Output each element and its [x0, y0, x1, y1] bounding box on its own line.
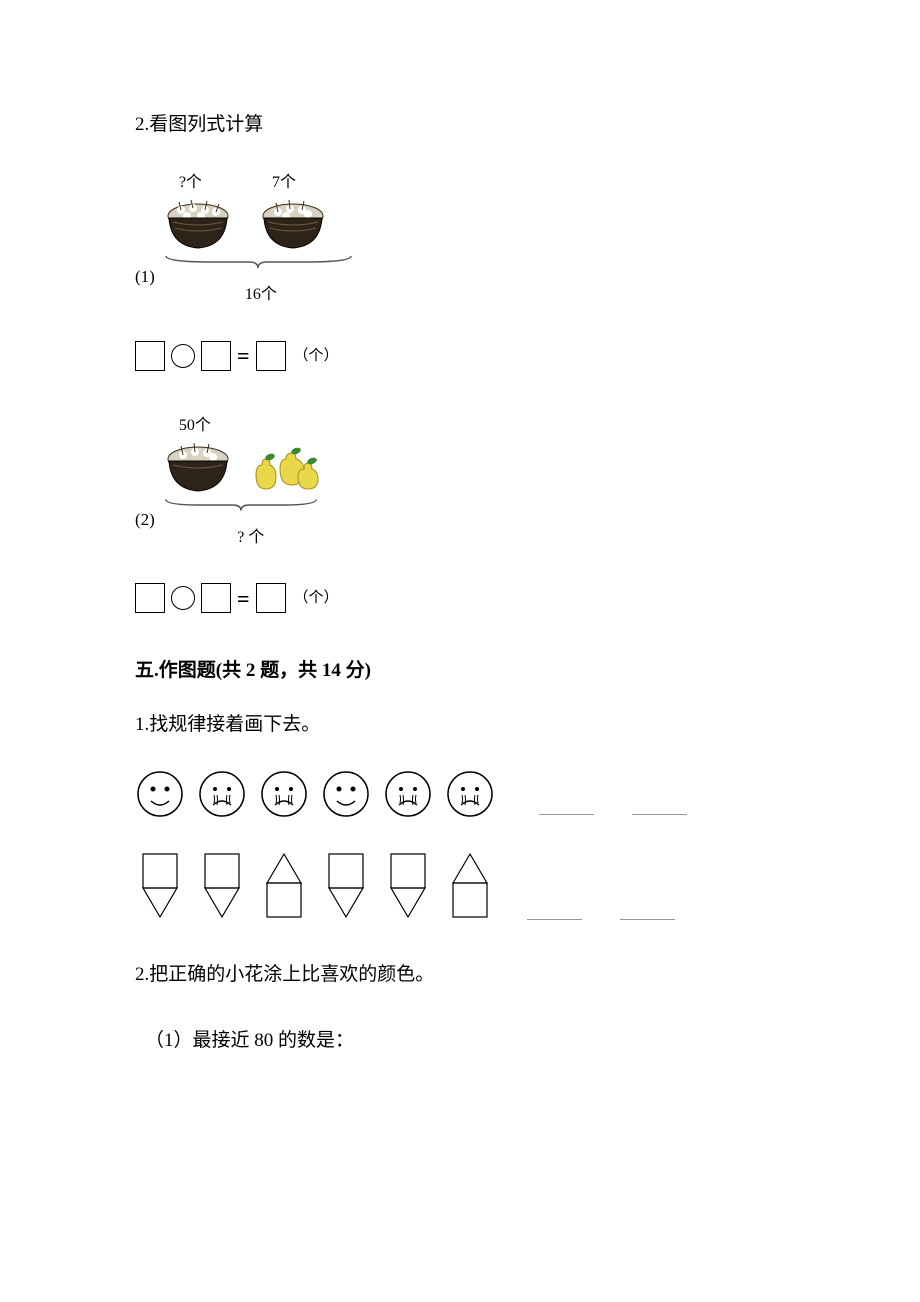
eq-box[interactable] [201, 341, 231, 371]
figure-2-block: (2) 50个 [135, 413, 785, 551]
eq-operator-circle[interactable] [171, 344, 195, 368]
eq-box[interactable] [135, 341, 165, 371]
pentagon-up-icon [259, 849, 309, 924]
eq-box[interactable] [256, 341, 286, 371]
basket-left-icon [161, 198, 236, 250]
s5-q1-title: 1.找规律接着画下去。 [135, 710, 785, 740]
figure-2-index: (2) [135, 506, 155, 533]
fig2-label-top: 50个 [179, 413, 341, 439]
eq-box[interactable] [201, 583, 231, 613]
eq-unit: （个） [294, 344, 339, 368]
blank-slot[interactable] [527, 919, 582, 920]
q2-title: 2.看图列式计算 [135, 110, 785, 140]
brace-icon [161, 497, 321, 513]
s5-q2-sub1: （1）最接近 80 的数是： [145, 1026, 785, 1056]
pentagon-down-icon [135, 849, 185, 924]
fig1-total-label: 16个 [161, 282, 361, 308]
fig1-label-left: ?个 [179, 170, 202, 196]
blank-slot[interactable] [620, 919, 675, 920]
section-5-header: 五.作图题(共 2 题，共 14 分) [135, 656, 785, 686]
pattern-row-faces [135, 769, 785, 819]
smile-face-icon [135, 769, 185, 819]
figure-1: ?个 7个 [161, 170, 361, 308]
s5-q2-title: 2.把正确的小花涂上比喜欢的颜色。 [135, 960, 785, 990]
pears-icon [248, 445, 320, 493]
eq-unit: （个） [294, 586, 339, 610]
figure-2: 50个 [161, 413, 341, 551]
eq-box[interactable] [135, 583, 165, 613]
figure-1-index: (1) [135, 263, 155, 290]
equals-sign: = [237, 581, 250, 616]
fig1-label-right: 7个 [272, 170, 296, 196]
eq-box[interactable] [256, 583, 286, 613]
pentagon-up-icon [445, 849, 495, 924]
blank-slot[interactable] [632, 814, 687, 815]
smile-face-icon [321, 769, 371, 819]
pentagon-down-icon [197, 849, 247, 924]
blank-slot[interactable] [539, 814, 594, 815]
figure-1-block: (1) ?个 7个 [135, 170, 785, 308]
pentagon-down-icon [383, 849, 433, 924]
cry-face-icon [383, 769, 433, 819]
equation-1: = （个） [135, 338, 785, 373]
pentagon-down-icon [321, 849, 371, 924]
eq-operator-circle[interactable] [171, 586, 195, 610]
equation-2: = （个） [135, 581, 785, 616]
brace-icon [161, 254, 356, 270]
cry-face-icon [197, 769, 247, 819]
fig2-bottom-label: ? 个 [161, 525, 341, 551]
basket-fig2-icon [161, 441, 236, 493]
cry-face-icon [445, 769, 495, 819]
cry-face-icon [259, 769, 309, 819]
pattern-row-shapes [135, 849, 785, 924]
basket-right-icon [256, 198, 331, 250]
equals-sign: = [237, 338, 250, 373]
